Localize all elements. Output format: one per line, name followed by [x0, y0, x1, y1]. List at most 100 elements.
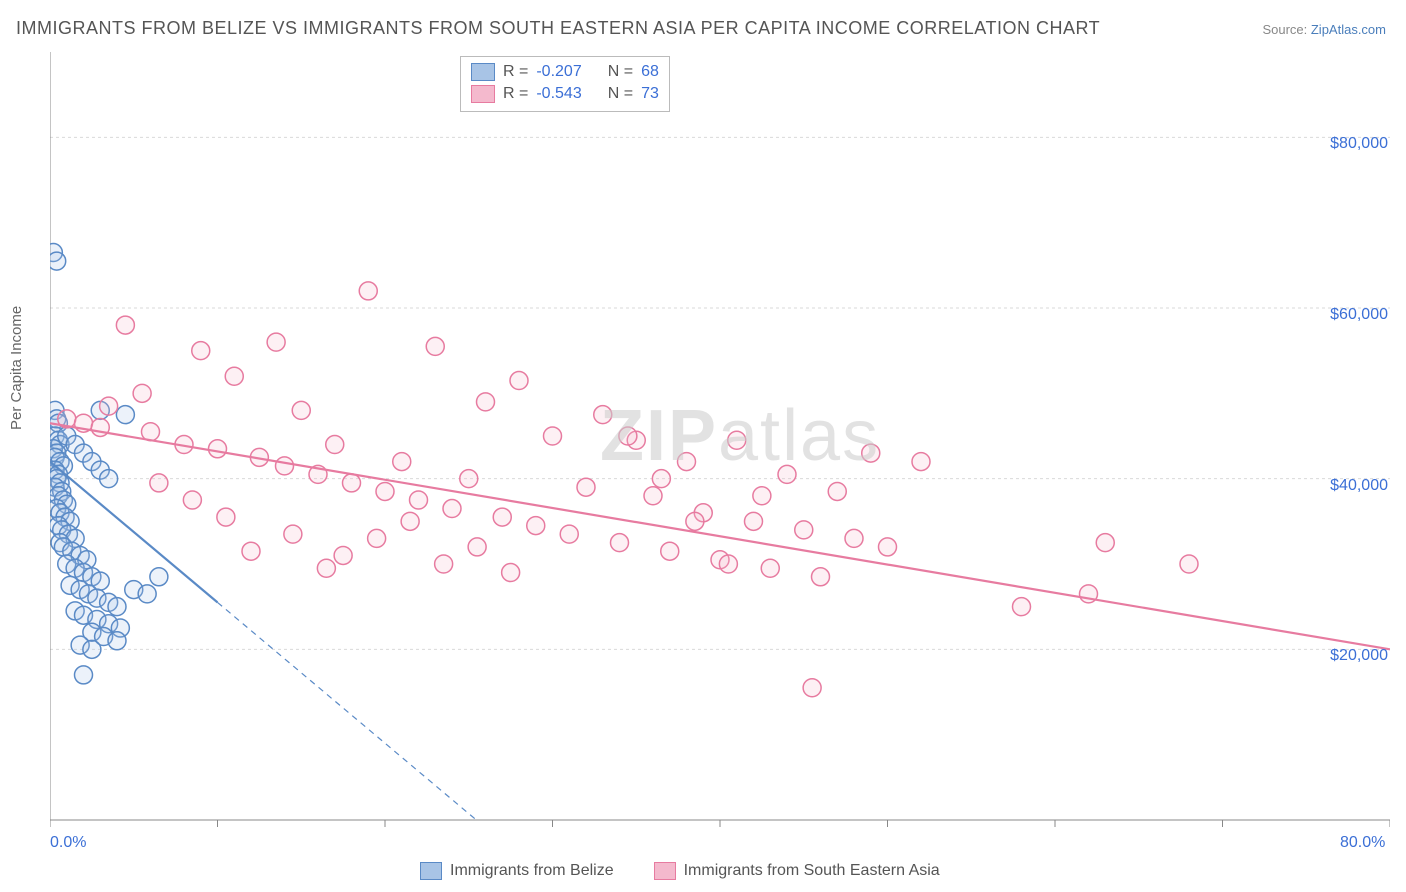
legend-swatch	[420, 862, 442, 880]
data-point	[879, 538, 897, 556]
legend-r-value: -0.543	[536, 83, 581, 105]
legend-swatch	[471, 63, 495, 81]
data-point	[477, 393, 495, 411]
data-point	[276, 457, 294, 475]
data-point	[317, 559, 335, 577]
data-point	[116, 406, 134, 424]
data-point	[217, 508, 235, 526]
data-point	[150, 474, 168, 492]
regression-line	[50, 423, 1390, 649]
data-point	[728, 431, 746, 449]
data-point	[359, 282, 377, 300]
data-point	[502, 564, 520, 582]
legend-swatch	[654, 862, 676, 880]
data-point	[334, 546, 352, 564]
data-point	[100, 397, 118, 415]
source-link[interactable]: ZipAtlas.com	[1311, 22, 1386, 37]
data-point	[661, 542, 679, 560]
data-point	[150, 568, 168, 586]
data-point	[108, 632, 126, 650]
data-point	[343, 474, 361, 492]
legend-stats: R = -0.207 N = 68R = -0.543 N = 73	[460, 56, 670, 112]
data-point	[410, 491, 428, 509]
legend-stat-row: R = -0.543 N = 73	[471, 83, 659, 105]
data-point	[1013, 598, 1031, 616]
data-point	[544, 427, 562, 445]
data-point	[510, 372, 528, 390]
x-tick-label: 0.0%	[50, 834, 86, 852]
chart-container: IMMIGRANTS FROM BELIZE VS IMMIGRANTS FRO…	[0, 0, 1406, 892]
legend-r-label: R =	[503, 61, 528, 83]
regression-line-dashed	[218, 602, 478, 820]
data-point	[845, 529, 863, 547]
legend-series-item: Immigrants from Belize	[420, 862, 614, 880]
data-point	[50, 252, 66, 270]
data-point	[83, 640, 101, 658]
data-point	[719, 555, 737, 573]
legend-swatch	[471, 85, 495, 103]
data-point	[577, 478, 595, 496]
data-point	[753, 487, 771, 505]
data-point	[812, 568, 830, 586]
data-point	[426, 337, 444, 355]
data-point	[393, 453, 411, 471]
data-point	[912, 453, 930, 471]
legend-r-label: R =	[503, 83, 528, 105]
data-point	[108, 598, 126, 616]
data-point	[803, 679, 821, 697]
data-point	[133, 384, 151, 402]
data-point	[267, 333, 285, 351]
data-point	[368, 529, 386, 547]
chart-title: IMMIGRANTS FROM BELIZE VS IMMIGRANTS FRO…	[16, 18, 1100, 39]
data-point	[652, 470, 670, 488]
data-point	[1096, 534, 1114, 552]
data-point	[192, 342, 210, 360]
data-point	[862, 444, 880, 462]
data-point	[686, 512, 704, 530]
data-point	[468, 538, 486, 556]
data-point	[284, 525, 302, 543]
data-point	[116, 316, 134, 334]
data-point	[560, 525, 578, 543]
y-tick-label: $40,000	[1330, 477, 1388, 495]
x-tick-label: 80.0%	[1340, 834, 1385, 852]
data-point	[100, 470, 118, 488]
data-point	[493, 508, 511, 526]
data-point	[326, 436, 344, 454]
data-point	[527, 517, 545, 535]
data-point	[435, 555, 453, 573]
legend-n-label: N =	[608, 83, 633, 105]
data-point	[443, 500, 461, 518]
y-axis-label: Per Capita Income	[8, 306, 25, 430]
data-point	[401, 512, 419, 530]
y-tick-label: $80,000	[1330, 135, 1388, 153]
data-point	[619, 427, 637, 445]
y-tick-label: $60,000	[1330, 306, 1388, 324]
data-point	[611, 534, 629, 552]
data-point	[761, 559, 779, 577]
legend-series-label: Immigrants from Belize	[450, 862, 614, 880]
legend-n-value: 68	[641, 61, 659, 83]
data-point	[209, 440, 227, 458]
data-point	[292, 401, 310, 419]
data-point	[594, 406, 612, 424]
data-point	[376, 482, 394, 500]
legend-r-value: -0.207	[536, 61, 581, 83]
data-point	[75, 666, 93, 684]
data-point	[225, 367, 243, 385]
data-point	[745, 512, 763, 530]
legend-n-value: 73	[641, 83, 659, 105]
data-point	[138, 585, 156, 603]
data-point	[778, 465, 796, 483]
y-tick-label: $20,000	[1330, 647, 1388, 665]
data-point	[242, 542, 260, 560]
legend-series-label: Immigrants from South Eastern Asia	[684, 862, 940, 880]
data-point	[795, 521, 813, 539]
source-prefix: Source:	[1262, 22, 1310, 37]
legend-series: Immigrants from Belize Immigrants from So…	[420, 862, 940, 880]
source-attribution: Source: ZipAtlas.com	[1262, 22, 1386, 37]
data-point	[828, 482, 846, 500]
legend-stat-row: R =-0.207N =68	[471, 61, 659, 83]
data-point	[460, 470, 478, 488]
scatter-plot	[50, 52, 1390, 842]
